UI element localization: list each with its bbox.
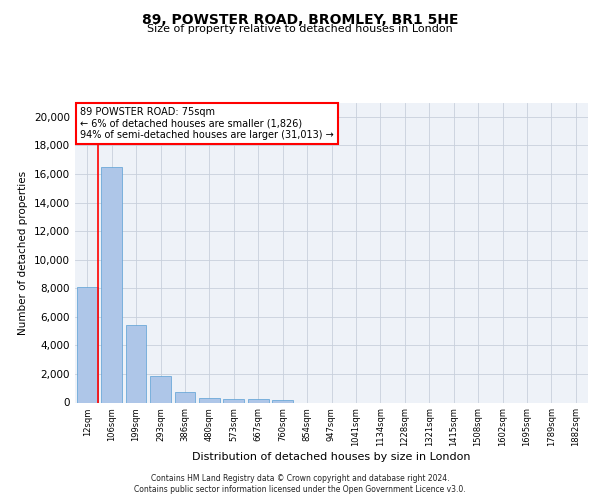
Bar: [150, 376, 171, 402]
Text: Contains HM Land Registry data © Crown copyright and database right 2024.
Contai: Contains HM Land Registry data © Crown c…: [134, 474, 466, 494]
Bar: [272, 400, 293, 402]
Bar: [199, 398, 220, 402]
Text: Size of property relative to detached houses in London: Size of property relative to detached ho…: [147, 24, 453, 34]
Bar: [125, 326, 146, 402]
Y-axis label: Number of detached properties: Number of detached properties: [19, 170, 28, 334]
X-axis label: Distribution of detached houses by size in London: Distribution of detached houses by size …: [192, 452, 471, 462]
Bar: [101, 167, 122, 402]
Text: 89, POWSTER ROAD, BROMLEY, BR1 5HE: 89, POWSTER ROAD, BROMLEY, BR1 5HE: [142, 12, 458, 26]
Bar: [77, 287, 98, 403]
Text: 89 POWSTER ROAD: 75sqm
← 6% of detached houses are smaller (1,826)
94% of semi-d: 89 POWSTER ROAD: 75sqm ← 6% of detached …: [80, 107, 334, 140]
Bar: [175, 392, 196, 402]
Bar: [223, 399, 244, 402]
Bar: [248, 399, 269, 402]
